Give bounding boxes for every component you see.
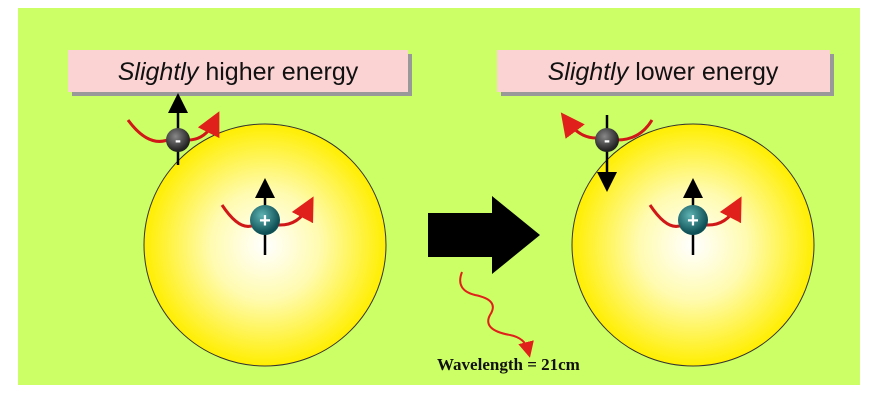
photon xyxy=(459,271,534,358)
label-box xyxy=(68,50,408,92)
rotation xyxy=(705,196,742,227)
rotation xyxy=(187,111,220,142)
label: Slightly higher energy xyxy=(118,58,359,86)
rotation xyxy=(277,196,314,227)
label: Slightly lower energy xyxy=(548,58,779,86)
electron-sign: - xyxy=(604,130,610,150)
label-emphasis: Slightly xyxy=(548,58,630,86)
rotation xyxy=(560,112,597,140)
proton xyxy=(678,205,708,235)
label-rest: higher energy xyxy=(205,58,358,86)
electron xyxy=(595,128,619,152)
electron-sign: - xyxy=(175,130,181,150)
proton-sign: + xyxy=(687,210,699,232)
label-emphasis: Slightly xyxy=(118,58,200,86)
proton-sign: + xyxy=(259,210,271,232)
rotation xyxy=(616,119,654,142)
label-rest: lower energy xyxy=(635,58,779,86)
electron xyxy=(166,128,190,152)
wavelength-label: Wavelength = 21cm xyxy=(437,355,580,374)
transition-arrow xyxy=(428,196,540,274)
label-box xyxy=(497,50,830,92)
proton xyxy=(250,205,280,235)
